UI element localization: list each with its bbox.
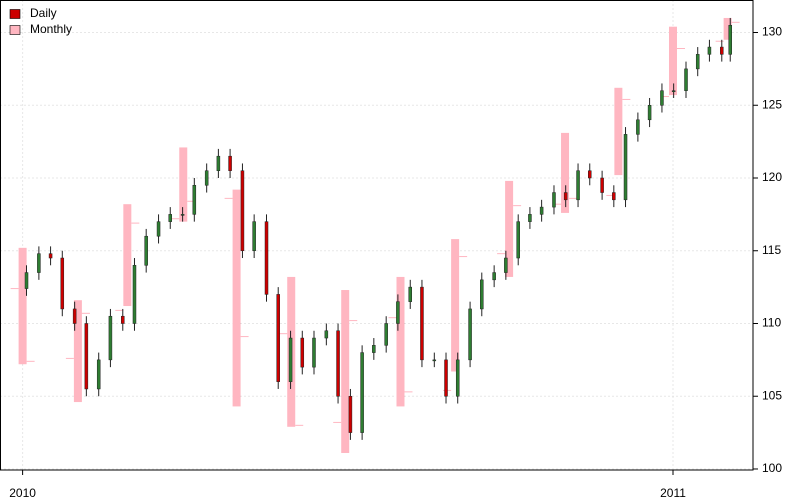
- candle-body: [240, 170, 245, 251]
- y-tick-label: 110: [762, 316, 781, 330]
- candle-body: [444, 359, 448, 397]
- y-tick-label: 100: [762, 461, 782, 475]
- y-tick-label: 120: [762, 170, 782, 184]
- candle-body: [228, 155, 232, 171]
- candle-body: [468, 308, 472, 361]
- candle-body: [121, 315, 125, 324]
- candle-body: [24, 272, 29, 289]
- candle-body: [420, 286, 424, 361]
- candle-body: [288, 337, 293, 382]
- monthly-bar: [179, 147, 188, 222]
- candle-body: [372, 345, 376, 353]
- candle-body: [480, 279, 484, 310]
- candle-body: [360, 352, 364, 433]
- candle-body: [324, 330, 329, 339]
- candle-body: [720, 46, 724, 55]
- candle-body: [384, 323, 388, 346]
- candle-body: [455, 359, 460, 397]
- candle-body: [336, 330, 340, 397]
- candle-body: [348, 395, 353, 433]
- legend-label: Monthly: [30, 22, 72, 36]
- candle-body: [96, 359, 101, 390]
- y-tick-label: 130: [762, 25, 782, 39]
- candle-body: [180, 214, 185, 216]
- monthly-bar: [505, 180, 514, 277]
- y-tick-label: 125: [762, 97, 782, 111]
- monthly-bar: [561, 132, 570, 213]
- x-tick-label: 2011: [660, 486, 686, 500]
- y-tick-label: 105: [762, 388, 782, 402]
- candle-body: [636, 119, 640, 135]
- candle-body: [600, 177, 604, 193]
- candle-body: [660, 90, 664, 106]
- candle-body: [108, 315, 113, 361]
- candle-body: [396, 301, 400, 324]
- candle-body: [671, 90, 676, 92]
- candle-body: [216, 155, 221, 171]
- candle-body: [492, 272, 496, 281]
- monthly-bar: [18, 247, 27, 365]
- monthly-bar: [669, 26, 678, 96]
- candle-body: [312, 337, 316, 368]
- candle-body: [252, 221, 256, 251]
- legend-swatch: [9, 9, 21, 19]
- plot-frame: [0, 0, 754, 471]
- monthly-bar: [232, 189, 241, 407]
- candle-body: [647, 105, 652, 121]
- legend-swatch: [9, 25, 21, 35]
- monthly-bar: [614, 87, 623, 176]
- candle-body: [539, 206, 544, 215]
- candle-body: [264, 221, 269, 295]
- candle-body: [516, 221, 520, 259]
- candle-body: [84, 323, 89, 390]
- candle-body: [168, 214, 173, 222]
- monthly-bar: [451, 239, 460, 372]
- candle-body: [612, 192, 616, 201]
- candle-body: [728, 24, 732, 55]
- candle-body: [300, 337, 305, 368]
- candle-body: [204, 170, 209, 186]
- legend-label: Daily: [30, 6, 57, 20]
- candle-body: [37, 253, 41, 273]
- candle-body: [504, 257, 508, 273]
- monthly-bar: [396, 276, 405, 407]
- candle-body: [695, 54, 700, 70]
- candle-body: [48, 253, 53, 259]
- candle-body: [156, 221, 161, 237]
- monthly-bar: [73, 300, 82, 403]
- candle-body: [192, 185, 197, 215]
- y-tick-label: 115: [762, 243, 781, 257]
- candle-body: [552, 192, 556, 208]
- candle-body: [276, 294, 280, 382]
- candle-body: [144, 235, 148, 266]
- candle-body: [684, 68, 688, 91]
- candle-body: [132, 265, 137, 324]
- monthly-bar: [723, 17, 732, 40]
- candle-body: [623, 134, 628, 201]
- candle-body: [707, 46, 712, 55]
- candle-body: [576, 170, 580, 201]
- x-tick-label: 2010: [9, 486, 36, 500]
- candle-body: [408, 286, 412, 302]
- candle-body: [432, 359, 437, 362]
- candle-body: [563, 192, 568, 201]
- monthly-bar: [341, 290, 350, 453]
- candle-body: [72, 308, 77, 324]
- candle-body: [60, 257, 65, 310]
- candle-body: [588, 170, 592, 179]
- candle-body: [528, 214, 532, 222]
- monthly-bar: [123, 204, 132, 307]
